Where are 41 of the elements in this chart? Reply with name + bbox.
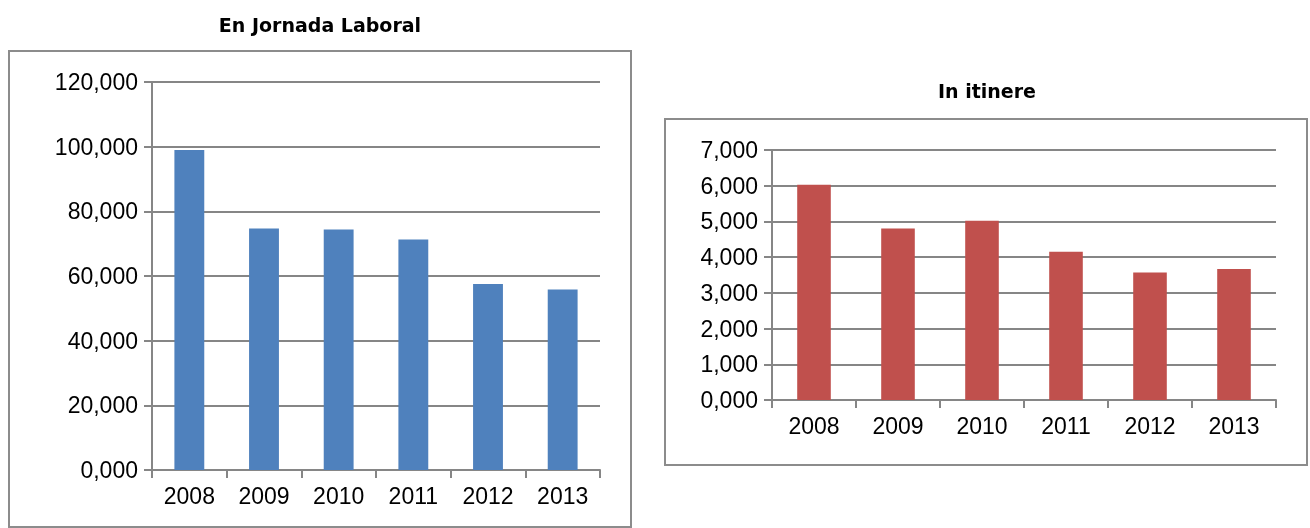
y-tick-label: 80,000 <box>67 198 138 225</box>
x-tick-label: 2011 <box>388 482 439 509</box>
y-tick-label: 5,000 <box>700 208 758 235</box>
y-tick-label: 2,000 <box>700 315 758 342</box>
y-tick-label: 3,000 <box>700 279 758 306</box>
y-tick-label: 0,000 <box>700 387 758 413</box>
chart-title: En Jornada Laboral <box>217 14 423 36</box>
bar <box>965 220 999 400</box>
chart-title: In itinere <box>937 80 1037 102</box>
x-tick-label: 2013 <box>537 482 589 509</box>
x-tick-label: 2011 <box>1041 412 1091 439</box>
y-tick-label: 4,000 <box>700 244 758 271</box>
y-tick-label: 40,000 <box>67 327 138 354</box>
y-tick-label: 60,000 <box>67 263 138 289</box>
y-tick-label: 7,000 <box>700 137 758 163</box>
y-tick-label: 100,000 <box>54 133 138 160</box>
bar <box>473 284 503 470</box>
x-tick-label: 2010 <box>956 412 1008 439</box>
x-tick-label: 2008 <box>163 482 215 509</box>
y-tick-label: 1,000 <box>700 351 758 378</box>
x-tick-label: 2009 <box>872 412 924 439</box>
bar <box>323 229 354 470</box>
y-tick-label: 20,000 <box>67 392 138 419</box>
x-tick-label: 2010 <box>313 482 365 509</box>
bar <box>249 228 279 470</box>
bar <box>174 149 205 470</box>
bar <box>547 289 578 470</box>
bar <box>398 239 429 470</box>
bar <box>1133 272 1167 400</box>
bar <box>881 228 915 400</box>
x-tick-label: 2013 <box>1208 412 1260 439</box>
x-tick-label: 2008 <box>788 412 840 439</box>
y-tick-label: 0,000 <box>80 457 138 483</box>
bar <box>1217 268 1251 400</box>
y-tick-label: 6,000 <box>700 172 758 199</box>
x-tick-label: 2012 <box>1124 412 1176 439</box>
y-tick-label: 120,000 <box>54 69 138 95</box>
bar <box>797 184 831 400</box>
bar <box>1049 251 1083 400</box>
x-tick-label: 2012 <box>462 482 514 509</box>
x-tick-label: 2009 <box>238 482 290 509</box>
